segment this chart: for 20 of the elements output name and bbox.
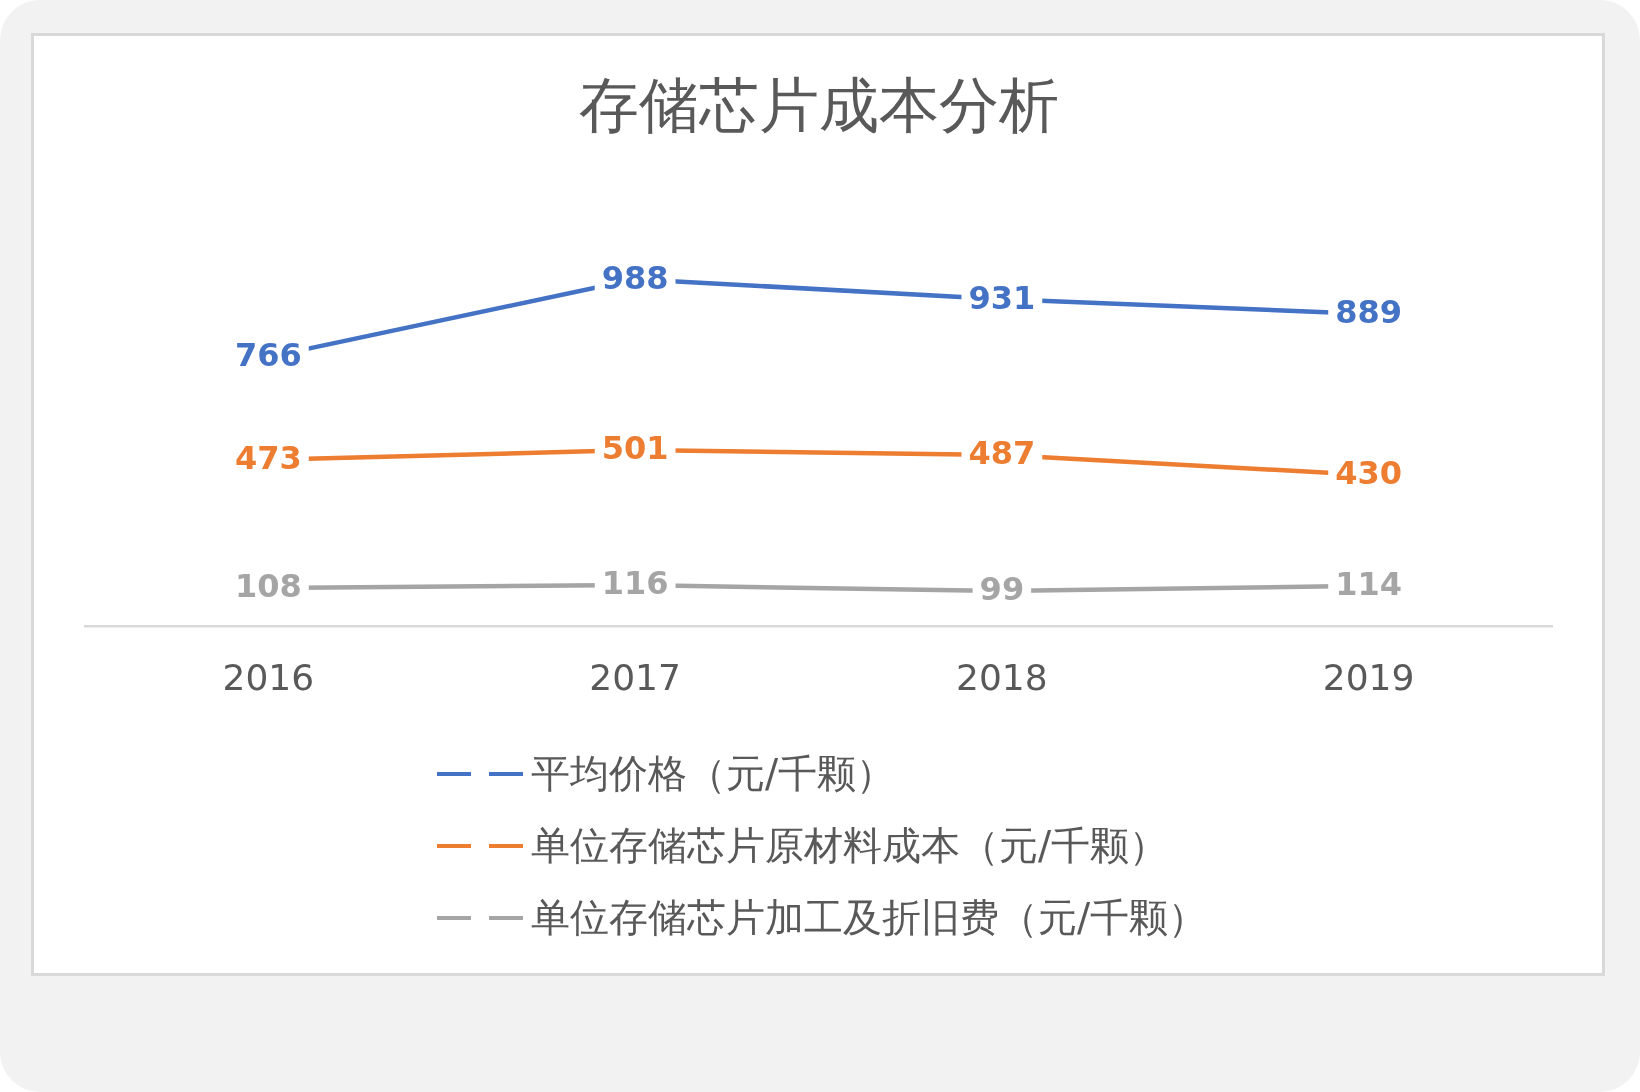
x-tick-label: 2018 — [956, 656, 1048, 698]
chart-title: 存储芯片成本分析 — [578, 69, 1059, 140]
data-label: 114 — [1335, 565, 1403, 604]
data-label: 108 — [234, 567, 302, 606]
legend-label: 单位存储芯片原材料成本（元/千颗） — [531, 822, 1169, 870]
data-label: 487 — [968, 434, 1036, 473]
data-label: 116 — [601, 564, 669, 603]
data-label: 99 — [979, 570, 1025, 609]
data-label: 501 — [601, 429, 669, 468]
data-label: 430 — [1335, 454, 1403, 493]
data-label: 988 — [601, 258, 669, 297]
data-label: 931 — [968, 278, 1036, 317]
x-tick-label: 2016 — [222, 656, 315, 698]
data-label: 766 — [234, 336, 302, 375]
x-tick-label: 2019 — [1322, 656, 1415, 698]
data-label: 473 — [234, 439, 302, 478]
legend-label: 平均价格（元/千颗） — [531, 750, 896, 798]
legend-label: 单位存储芯片加工及折旧费（元/千颗） — [531, 894, 1208, 942]
x-tick-label: 2017 — [589, 656, 681, 698]
data-label: 889 — [1335, 293, 1403, 332]
